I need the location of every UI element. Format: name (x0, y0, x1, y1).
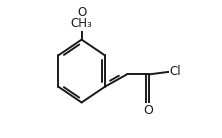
Text: CH₃: CH₃ (71, 17, 93, 30)
Text: O: O (77, 6, 86, 19)
Text: Cl: Cl (170, 65, 181, 78)
Text: O: O (144, 104, 153, 117)
